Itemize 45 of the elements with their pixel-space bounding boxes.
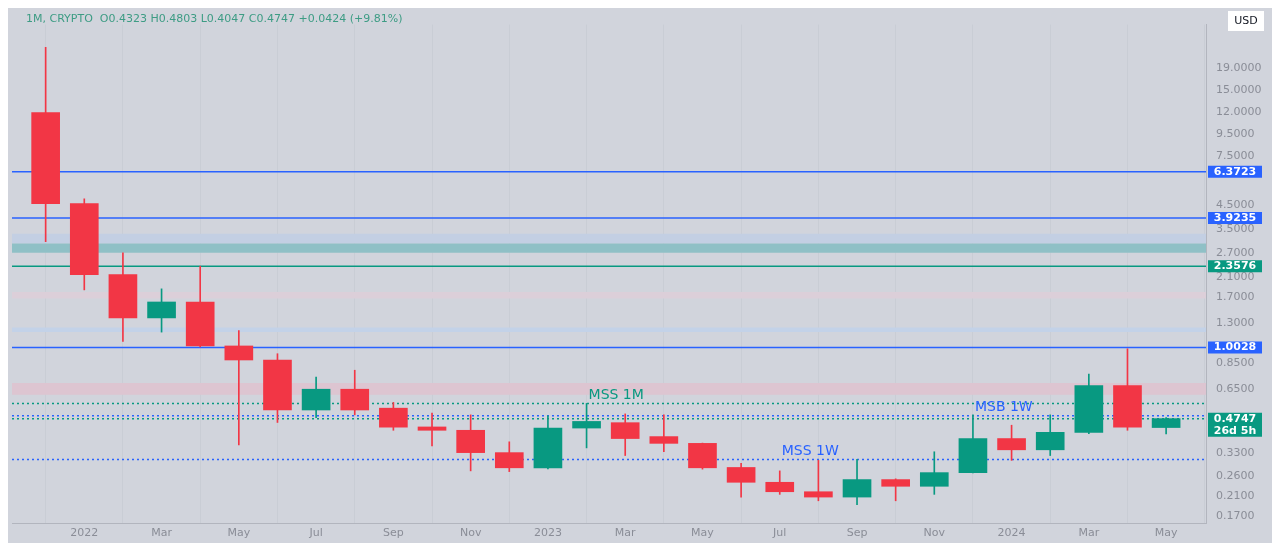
x-tick-label: Nov	[459, 526, 482, 540]
ref-line-label: 2.3576	[1213, 259, 1257, 273]
x-tick-label: May	[227, 526, 251, 540]
x-tick-label: 2023	[533, 526, 562, 540]
annotation: MSS 1W	[781, 442, 839, 459]
x-tick-label: Sep	[846, 526, 868, 540]
ref-line-label: 0.4747 26d 5h	[1213, 411, 1257, 437]
x-tick-label: Jul	[772, 526, 787, 540]
y-tick-label: 2.7000	[1216, 246, 1255, 260]
ref-line-label: 3.9235	[1213, 210, 1257, 224]
y-tick-label: 4.5000	[1216, 197, 1255, 211]
y-tick-label: 7.5000	[1216, 149, 1255, 163]
y-tick-label: 0.8500	[1216, 356, 1255, 370]
y-tick-label: 9.5000	[1216, 126, 1255, 140]
y-tick-label: 0.3300	[1216, 446, 1255, 460]
x-tick-label: Sep	[383, 526, 404, 540]
y-tick-label: 15.0000	[1216, 83, 1262, 97]
x-tick-label: Jul	[308, 526, 323, 540]
x-tick-label: Nov	[923, 526, 946, 540]
candlestick	[649, 414, 679, 453]
chart-title: 1M, CRYPTO O0.4323 H0.4803 L0.4047 C0.4747 +0.0424 (+9.81%)	[26, 11, 403, 25]
x-tick-label: May	[1154, 526, 1178, 540]
y-tick-label: 12.0000	[1216, 104, 1262, 118]
y-tick-label: 3.5000	[1216, 221, 1255, 235]
x-tick-label: Mar	[151, 526, 173, 540]
y-tick-label: 0.2600	[1216, 468, 1255, 482]
x-tick-label: Mar	[614, 526, 637, 540]
y-tick-label: 2.1000	[1216, 270, 1255, 284]
x-tick-label: Mar	[1078, 526, 1100, 540]
ref-line-label: 1.0028	[1213, 340, 1257, 354]
annotation: MSS 1M	[588, 386, 644, 403]
x-tick-label: 2024	[997, 526, 1026, 540]
y-tick-label: 1.3000	[1216, 315, 1255, 329]
candlestick	[417, 412, 447, 447]
y-tick-label: 0.6500	[1216, 381, 1255, 395]
x-tick-label: May	[691, 526, 715, 540]
x-tick-label: 2022	[70, 526, 99, 540]
y-tick-label: 0.1700	[1216, 509, 1255, 523]
y-tick-label: 0.2100	[1216, 489, 1255, 503]
y-axis-title: USD	[1234, 13, 1258, 27]
ref-line-label: 6.3723	[1213, 164, 1257, 178]
candlestick	[224, 330, 254, 446]
y-tick-label: 19.0000	[1216, 60, 1262, 74]
y-tick-label: 1.7000	[1216, 290, 1255, 304]
annotation: MSB 1W	[974, 398, 1033, 415]
